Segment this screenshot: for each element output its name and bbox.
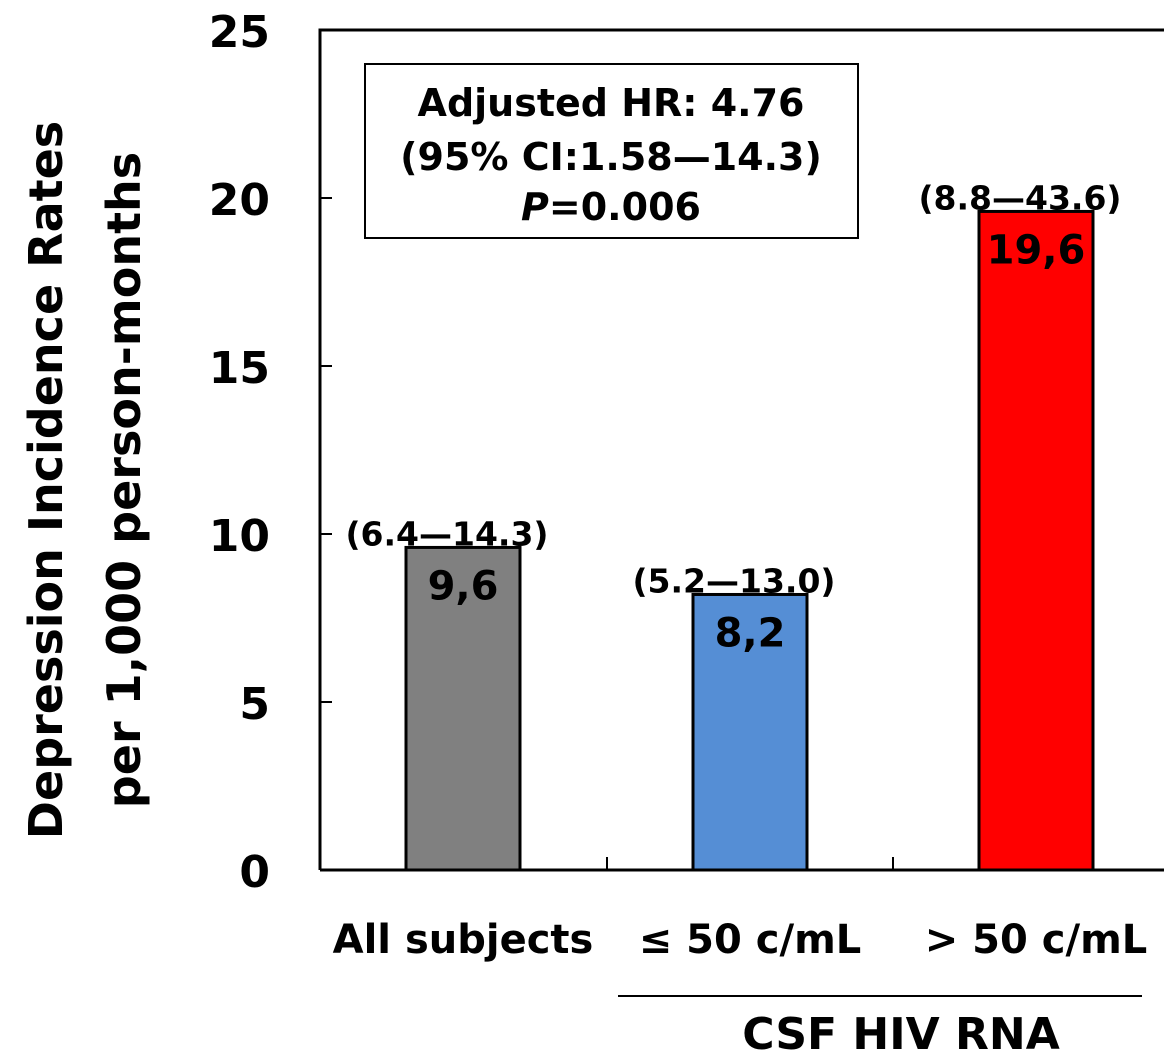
y-tick-label: 15 xyxy=(209,343,270,394)
x-tick-marks xyxy=(606,857,894,870)
bar-value-label: 9,6 xyxy=(428,563,499,609)
y-tick-label: 5 xyxy=(239,679,270,730)
bar-ci-label: (8.8—43.6) xyxy=(918,178,1121,217)
y-axis-title-line1: Depression Incidence Rates xyxy=(19,121,73,839)
x-category-label: > 50 c/mL xyxy=(925,917,1148,963)
y-tick-label: 10 xyxy=(209,511,270,562)
annotation-p-label: P xyxy=(521,185,549,229)
hazard-ratio-annotation: Adjusted HR: 4.76 (95% CI:1.58—14.3) P=0… xyxy=(364,63,859,239)
plot-frame xyxy=(318,28,1164,870)
y-axis-title: Depression Incidence Rates per 1,000 per… xyxy=(19,121,151,839)
annotation-hr: Adjusted HR: 4.76 xyxy=(418,81,805,125)
y-tick-label: 25 xyxy=(209,7,270,58)
bar-value-label: 19,6 xyxy=(987,227,1086,273)
annotation-ci: (95% CI:1.58—14.3) xyxy=(400,135,822,179)
x-category-labels: All subjects ≤ 50 c/mL > 50 c/mL xyxy=(333,917,1148,963)
y-axis-title-line2: per 1,000 person-months xyxy=(97,152,151,808)
bar-ci-label: (6.4—14.3) xyxy=(345,514,548,553)
y-tick-label: 20 xyxy=(209,175,270,226)
x-category-label: ≤ 50 c/mL xyxy=(639,917,862,963)
group-label: CSF HIV RNA xyxy=(742,1009,1060,1054)
y-tick-marks xyxy=(320,197,332,703)
annotation-p: P=0.006 xyxy=(521,185,701,229)
bar-ci-label: (5.2—13.0) xyxy=(632,561,835,600)
annotation-p-value: =0.006 xyxy=(549,185,701,229)
bar xyxy=(977,209,1095,872)
annotation-box xyxy=(364,63,859,239)
y-tick-labels: 0 5 10 15 20 25 xyxy=(209,7,270,898)
x-category-label: All subjects xyxy=(333,917,594,963)
bars: 9,6 (6.4—14.3) 8,2 (5.2—13.0) 19,6 (8.8—43.6) xyxy=(345,178,1122,872)
bar-value-label: 8,2 xyxy=(715,610,786,656)
y-tick-label: 0 xyxy=(239,847,270,898)
bar xyxy=(404,545,522,872)
